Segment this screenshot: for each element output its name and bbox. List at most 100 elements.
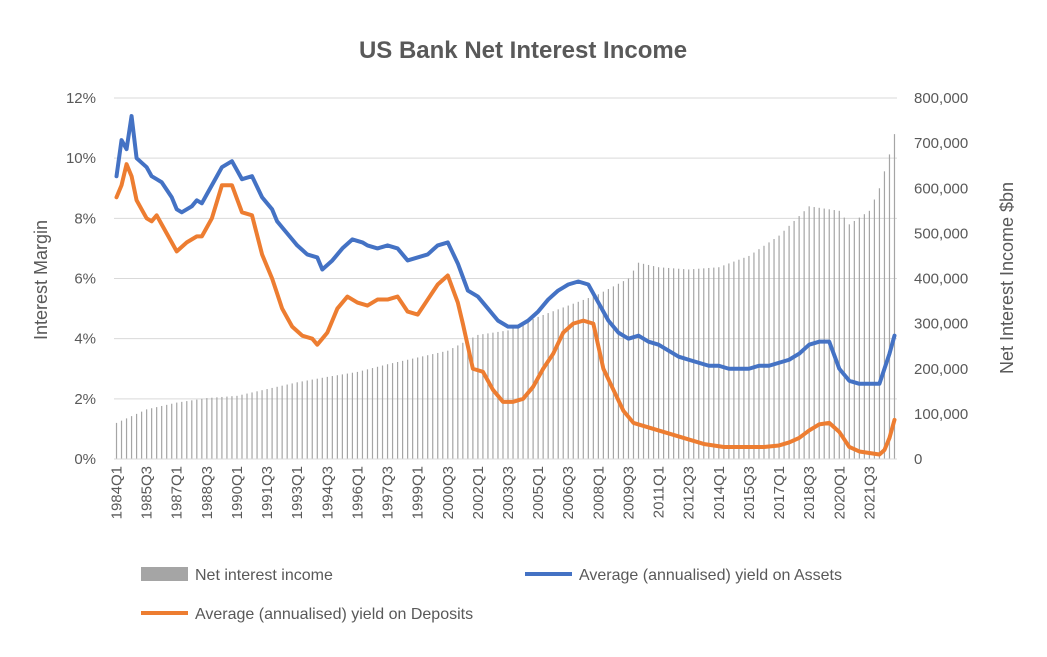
bar	[668, 267, 670, 459]
bar	[688, 269, 690, 459]
y-right-tick-label: 300,000	[914, 316, 968, 333]
bar	[161, 405, 163, 459]
bar	[371, 368, 374, 459]
bar	[733, 261, 735, 459]
bar	[663, 267, 665, 459]
y-axis-left-title: Interest Margin	[31, 220, 51, 340]
bar	[226, 396, 228, 459]
bar	[381, 365, 384, 459]
y-right-tick-label: 500,000	[914, 225, 968, 242]
bar	[326, 376, 328, 459]
bar	[803, 211, 805, 459]
x-tick-label: 1985Q3	[139, 466, 156, 519]
y-left-tick-label: 4%	[74, 331, 96, 348]
x-tick-label: 2000Q3	[440, 466, 457, 519]
bar	[472, 337, 474, 459]
bar	[402, 360, 404, 459]
y-left-tick-label: 12%	[66, 90, 96, 107]
bar	[683, 269, 685, 459]
x-tick-label: 2014Q1	[711, 466, 728, 519]
bar	[768, 242, 770, 459]
bar	[848, 224, 850, 459]
y-right-tick-label: 100,000	[914, 406, 968, 423]
x-axis-ticks: 1984Q1 1985Q3 1987Q1 1988Q3 1990Q1 1991Q3 1993…	[109, 466, 879, 519]
bar	[562, 307, 564, 459]
bar	[572, 303, 574, 459]
net-interest-income-bars	[115, 134, 896, 459]
bar	[386, 364, 389, 459]
bar	[888, 154, 891, 459]
bar	[321, 377, 323, 459]
bar	[376, 366, 379, 459]
bar	[552, 311, 554, 459]
bar	[843, 217, 845, 459]
bar	[728, 263, 730, 459]
legend: Net interest income Average (annualised)…	[141, 567, 842, 623]
legend-label-deposits-yield: Average (annualised) yield on Deposits	[195, 606, 473, 623]
bar	[793, 220, 795, 459]
bar	[457, 345, 459, 459]
bar	[306, 380, 308, 459]
bar	[487, 333, 489, 459]
bar	[151, 408, 153, 459]
bar	[708, 267, 710, 459]
x-tick-label: 1987Q1	[169, 466, 186, 519]
bar	[301, 381, 303, 459]
y-left-tick-label: 0%	[74, 451, 96, 468]
bar	[512, 328, 514, 459]
bar	[537, 316, 539, 459]
bar	[582, 299, 584, 459]
y-left-tick-label: 2%	[74, 391, 96, 408]
bar	[753, 252, 755, 459]
bar	[632, 270, 635, 459]
x-tick-label: 2002Q1	[470, 466, 487, 519]
bar	[678, 268, 680, 459]
bar	[597, 294, 599, 459]
y-left-tick-label: 8%	[74, 210, 96, 227]
bar	[296, 382, 298, 459]
deposits-yield-line	[114, 162, 897, 457]
bar	[261, 390, 263, 459]
bar	[783, 230, 785, 459]
x-tick-label: 2018Q3	[801, 466, 818, 519]
x-tick-label: 2021Q3	[861, 466, 878, 519]
bar	[266, 389, 268, 459]
y-right-tick-label: 800,000	[914, 90, 968, 107]
bar	[181, 401, 183, 459]
bar	[276, 386, 278, 459]
legend-label-assets-yield: Average (annualised) yield on Assets	[579, 567, 842, 584]
bar	[592, 296, 594, 459]
bar	[316, 378, 318, 459]
bar	[477, 334, 479, 459]
bar	[828, 209, 830, 459]
y-right-tick-label: 200,000	[914, 361, 968, 378]
bar	[191, 400, 193, 459]
bar	[567, 305, 569, 459]
y-axis-right-ticks: 0 100,000 200,000 300,000 400,000 500,000 600,…	[914, 90, 968, 468]
legend-label-net-interest-income: Net interest income	[195, 567, 333, 584]
bar	[748, 255, 750, 459]
bar	[251, 392, 253, 459]
bar	[673, 268, 675, 459]
bar	[607, 289, 609, 459]
bar	[743, 257, 745, 459]
y-axis-right-title: Net Interest Income $bn	[997, 182, 1017, 374]
bar	[216, 397, 218, 459]
bar	[442, 351, 444, 459]
bar	[723, 265, 725, 459]
bar	[201, 398, 203, 459]
bar	[818, 207, 820, 459]
bar	[858, 217, 860, 459]
bar	[417, 357, 419, 459]
bar	[868, 210, 870, 459]
x-tick-label: 2003Q3	[500, 466, 517, 519]
x-tick-label: 1997Q3	[380, 466, 397, 519]
bar	[346, 373, 348, 459]
y-right-tick-label: 0	[914, 451, 922, 468]
bar	[336, 375, 338, 459]
bar	[391, 363, 394, 459]
bar	[873, 199, 876, 459]
bar	[286, 384, 288, 459]
bar	[693, 269, 695, 459]
